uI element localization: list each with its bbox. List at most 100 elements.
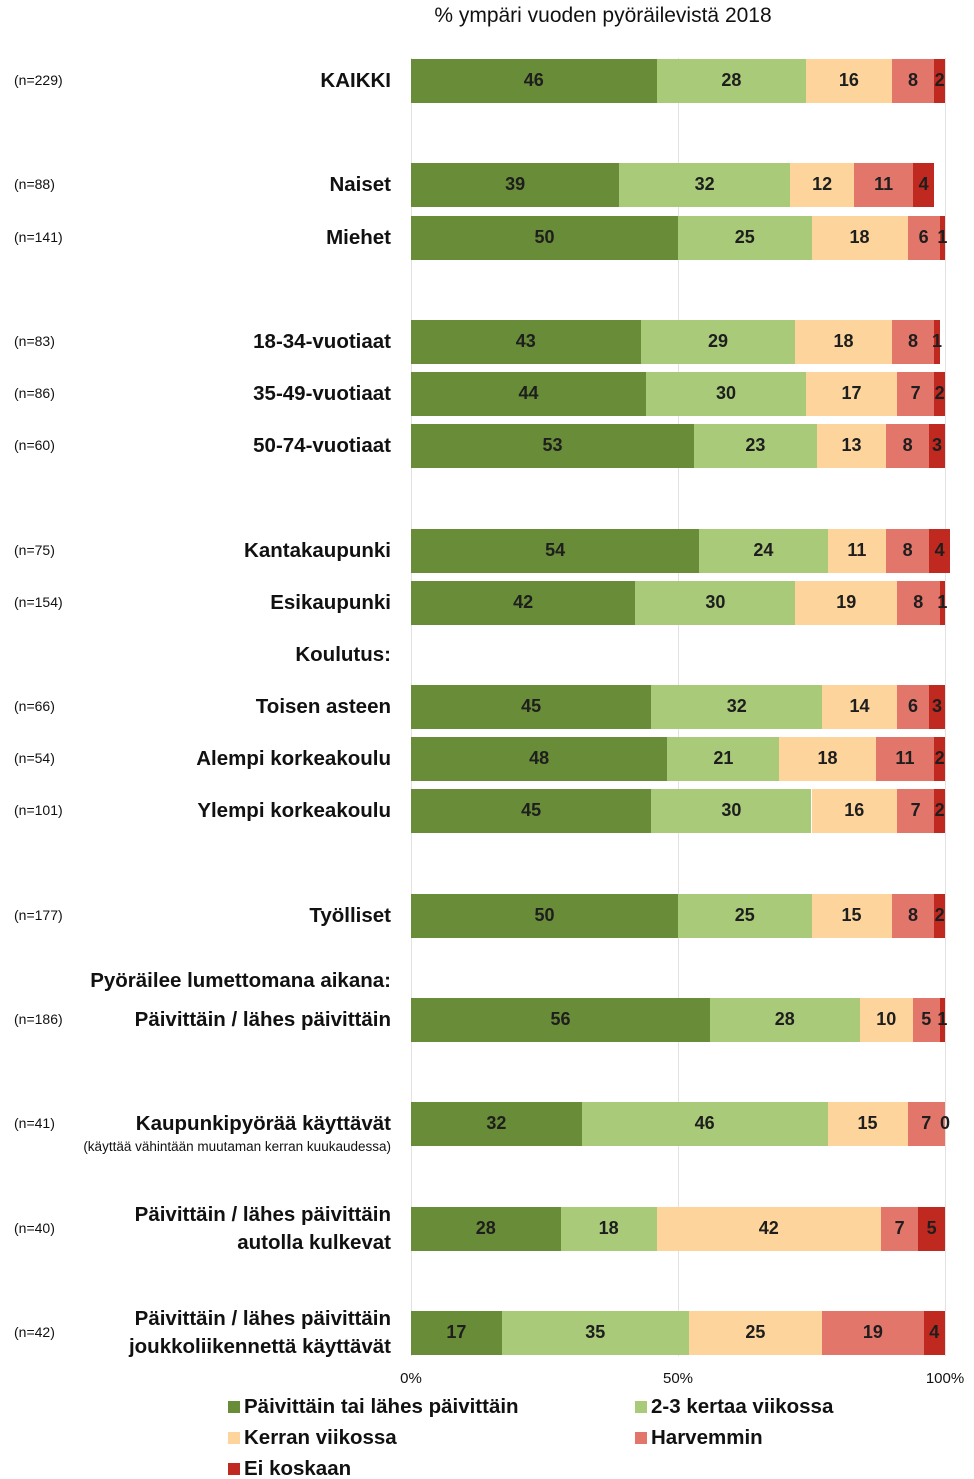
bar-segment	[827, 528, 887, 573]
value-label: 8	[907, 330, 918, 351]
value-label: 48	[529, 748, 550, 769]
bar-segment	[875, 737, 935, 782]
bar-segment	[411, 424, 695, 469]
bar-segment	[411, 215, 678, 260]
value-label: 2	[934, 70, 945, 90]
legend-label: Harvemmin	[651, 1426, 763, 1449]
bar-segment	[934, 59, 945, 103]
value-label: 1	[931, 330, 942, 351]
value-label: 16	[844, 800, 865, 821]
category-label: Koulutus:	[295, 642, 391, 666]
value-label: 4	[929, 1322, 940, 1343]
category-label: 35-49-vuotiaat	[253, 382, 391, 406]
sample-size: (n=41)	[14, 1115, 55, 1132]
bar-segment	[934, 893, 945, 938]
value-label: 28	[721, 70, 742, 90]
value-label: 3	[931, 435, 942, 456]
value-label: 25	[734, 904, 755, 925]
bar-segment	[411, 893, 678, 938]
value-label: 30	[705, 591, 726, 612]
value-label: 0	[939, 1113, 950, 1134]
bar-segment	[886, 528, 929, 573]
bar-segment	[918, 1206, 945, 1251]
bar-segment	[411, 59, 657, 103]
value-label: 11	[874, 174, 894, 195]
value-label: 11	[847, 539, 867, 560]
bar-segment	[912, 998, 940, 1043]
bar-segment	[822, 1311, 924, 1356]
category-label: Päivittäin / lähes päivittäin autolla ku…	[134, 1202, 391, 1254]
bar-segment	[411, 1206, 561, 1251]
bar-segment	[656, 59, 807, 103]
category-label: Päivittäin / lähes päivittäin	[134, 1008, 391, 1032]
bar-segment	[896, 685, 929, 730]
bar-segment	[411, 1311, 502, 1356]
bar-segment	[811, 789, 897, 834]
value-label: 56	[550, 1009, 571, 1030]
value-label: 42	[513, 591, 534, 612]
bar-segment	[859, 998, 913, 1043]
value-label: 18	[817, 748, 838, 769]
category-label: KAIKKI	[320, 69, 391, 92]
value-label: 28	[475, 1217, 496, 1238]
value-label: 7	[894, 1217, 905, 1238]
bar-segment	[928, 424, 945, 469]
sample-size: (n=66)	[14, 698, 55, 715]
bar-segment	[501, 1311, 689, 1356]
bar-segment	[795, 319, 892, 364]
value-label: 13	[841, 435, 862, 456]
value-label: 45	[521, 696, 542, 717]
legend-label: Päivittäin tai lähes päivittäin	[244, 1395, 519, 1418]
value-label: 42	[758, 1217, 779, 1238]
value-label: 17	[446, 1322, 467, 1343]
value-label: 15	[857, 1113, 878, 1134]
sample-size: (n=40)	[14, 1219, 55, 1236]
sample-size: (n=186)	[14, 1011, 63, 1028]
value-label: 8	[907, 904, 918, 925]
bar-segment	[934, 372, 945, 417]
bar-segment	[411, 580, 636, 625]
value-label: 54	[545, 539, 566, 560]
category-label: 18-34-vuotiaat	[253, 329, 391, 353]
category-label: Esikaupunki	[270, 590, 391, 614]
value-label: 25	[745, 1322, 766, 1343]
category-note: (käyttää vähintään muutaman kerran kuuka…	[83, 1139, 391, 1155]
bar-segment	[907, 1102, 945, 1147]
bar-segment	[619, 163, 791, 208]
category-label: Työlliset	[309, 903, 391, 927]
value-label: 2	[934, 383, 945, 404]
value-label: 35	[585, 1322, 606, 1343]
bar-segment	[811, 893, 892, 938]
bar-segment	[667, 737, 780, 782]
category-label: Toisen asteen	[255, 695, 391, 719]
value-label: 29	[708, 330, 729, 351]
bar-segment	[880, 1206, 919, 1251]
legend-swatch	[635, 1401, 647, 1413]
value-label: 4	[918, 174, 929, 195]
bar-segment	[891, 59, 935, 103]
value-label: 8	[913, 591, 924, 612]
value-label: 1	[937, 591, 948, 612]
bar-segment	[411, 528, 700, 573]
bar-segment	[939, 580, 945, 625]
bar-segment	[411, 372, 646, 417]
bar-segment	[886, 424, 929, 469]
x-tick-label: 50%	[662, 1370, 694, 1387]
legend-swatch	[228, 1401, 240, 1413]
bar-segment	[822, 685, 897, 730]
bar-segment	[710, 998, 860, 1043]
value-label: 6	[918, 226, 929, 247]
bar-segment	[640, 319, 796, 364]
bar-segment	[939, 998, 945, 1043]
value-label: 50	[534, 904, 555, 925]
value-label: 7	[910, 383, 921, 404]
category-label: 50-74-vuotiaat	[253, 434, 391, 458]
sample-size: (n=86)	[14, 385, 55, 402]
bar-segment	[891, 319, 935, 364]
value-label: 39	[505, 174, 526, 195]
bar-segment	[934, 319, 940, 364]
bar-segment	[411, 998, 711, 1043]
value-label: 8	[907, 70, 918, 90]
sample-size: (n=177)	[14, 906, 63, 923]
value-label: 18	[849, 226, 870, 247]
